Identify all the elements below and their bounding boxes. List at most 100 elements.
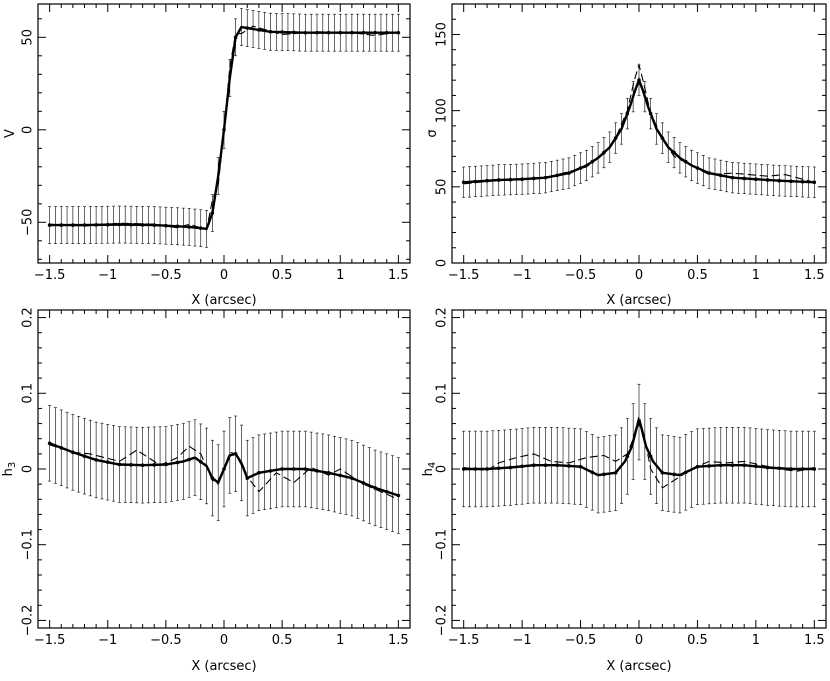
- x-tick-label: 1: [336, 268, 344, 283]
- y-axis-label-main: V: [3, 129, 18, 138]
- data-point: [71, 223, 75, 227]
- data-point: [105, 222, 110, 227]
- data-point: [105, 460, 110, 464]
- y-tick-label: −50: [21, 209, 36, 236]
- data-point: [164, 223, 168, 228]
- x-tick-label: −1: [98, 633, 117, 648]
- data-point: [789, 179, 793, 184]
- data-point: [777, 466, 782, 471]
- data-point: [637, 420, 641, 424]
- y-tick-label: −0.1: [435, 529, 450, 561]
- data-point: [707, 464, 711, 468]
- data-point: [187, 457, 191, 462]
- y-tick-label: 0: [21, 126, 36, 134]
- data-point: [543, 463, 548, 468]
- model-series-line: [49, 25, 399, 231]
- data-point: [730, 463, 735, 468]
- x-tick-label: 0.5: [687, 268, 708, 283]
- data-point: [520, 464, 524, 469]
- data-point: [140, 463, 145, 468]
- data-point: [303, 30, 308, 35]
- data-point: [485, 467, 489, 471]
- y-tick-label: −0.1: [21, 529, 36, 561]
- data-point: [326, 30, 331, 35]
- plot-frame: [451, 3, 827, 264]
- data-point: [777, 178, 782, 183]
- data-point: [578, 464, 583, 469]
- data-point: [730, 175, 735, 180]
- data-point: [625, 111, 630, 116]
- data-point: [800, 467, 805, 471]
- y-axis-label-main: h: [421, 468, 436, 476]
- data-point: [555, 173, 559, 178]
- x-tick-label: 1.5: [388, 633, 409, 648]
- x-tick-label: 1.5: [388, 268, 409, 283]
- data-point: [140, 223, 145, 227]
- panel-velocity: −1.5 −1 −0.5 0 0.5 1 1.5 −50 0 50 X (arcsec) V: [3, 3, 411, 308]
- data-point: [672, 150, 676, 155]
- x-tick-label: −0.5: [565, 268, 597, 283]
- data-point: [71, 450, 75, 455]
- data-point: [754, 177, 758, 182]
- x-tick-label: 1: [752, 633, 760, 648]
- data-point: [719, 173, 723, 178]
- data-point: [373, 486, 377, 490]
- y-tick-label: 0: [435, 259, 450, 267]
- data-point: [473, 179, 478, 184]
- data-point: [210, 476, 215, 480]
- x-tick-label: 1: [336, 633, 344, 648]
- data-point: [373, 30, 377, 35]
- data-point: [555, 463, 559, 468]
- x-tick-label: 0.5: [687, 633, 708, 648]
- data-point: [461, 467, 466, 471]
- data-point: [625, 454, 630, 459]
- data-point: [789, 467, 793, 471]
- data-point: [326, 470, 331, 475]
- x-tick-label: −1.5: [34, 268, 66, 283]
- data-point: [257, 28, 261, 32]
- y-tick-label: 0: [21, 465, 36, 473]
- data-point: [532, 463, 536, 468]
- data-point: [683, 159, 688, 164]
- y-axis-label: h4: [421, 462, 439, 477]
- data-point: [812, 467, 817, 471]
- data-point: [94, 223, 98, 227]
- data-point: [660, 470, 665, 475]
- data-point: [222, 128, 226, 132]
- panel-dispersion: −1.5 −1 −0.5 0 0.5 1 1.5 0 50 100 150 X (arcsec) σ: [425, 3, 827, 308]
- data-point: [648, 111, 653, 116]
- y-axis-label: σ: [425, 129, 440, 137]
- data-point: [396, 493, 401, 498]
- data-point: [280, 467, 284, 471]
- data-point: [578, 166, 583, 170]
- y-axis-label-subscript: 3: [7, 462, 18, 468]
- data-point: [82, 223, 87, 227]
- x-tick-label: 0.5: [272, 633, 293, 648]
- data-point: [508, 177, 513, 182]
- y-tick-label: 0.1: [21, 383, 36, 404]
- data-point: [47, 441, 52, 446]
- x-tick-label: 0: [635, 633, 643, 648]
- data-point: [567, 171, 571, 175]
- data-point: [590, 159, 595, 164]
- data-point: [315, 469, 319, 473]
- data-point: [590, 470, 595, 475]
- data-point: [396, 30, 401, 35]
- y-tick-label: 0.2: [435, 307, 450, 328]
- data-point: [485, 178, 489, 183]
- data-point: [742, 463, 746, 468]
- data-point: [613, 470, 618, 475]
- x-tick-label: −1: [513, 633, 532, 648]
- data-point: [719, 463, 723, 468]
- y-tick-label: 50: [435, 179, 450, 196]
- data-point: [613, 136, 618, 140]
- y-tick-label: 50: [21, 29, 36, 46]
- data-point: [648, 454, 653, 459]
- x-tick-label: 0.5: [272, 268, 293, 283]
- data-point: [350, 30, 354, 35]
- y-axis-label: V: [3, 129, 18, 138]
- y-tick-label: 0.1: [435, 383, 450, 404]
- y-tick-label: −0.2: [435, 605, 450, 637]
- data-point: [198, 460, 203, 464]
